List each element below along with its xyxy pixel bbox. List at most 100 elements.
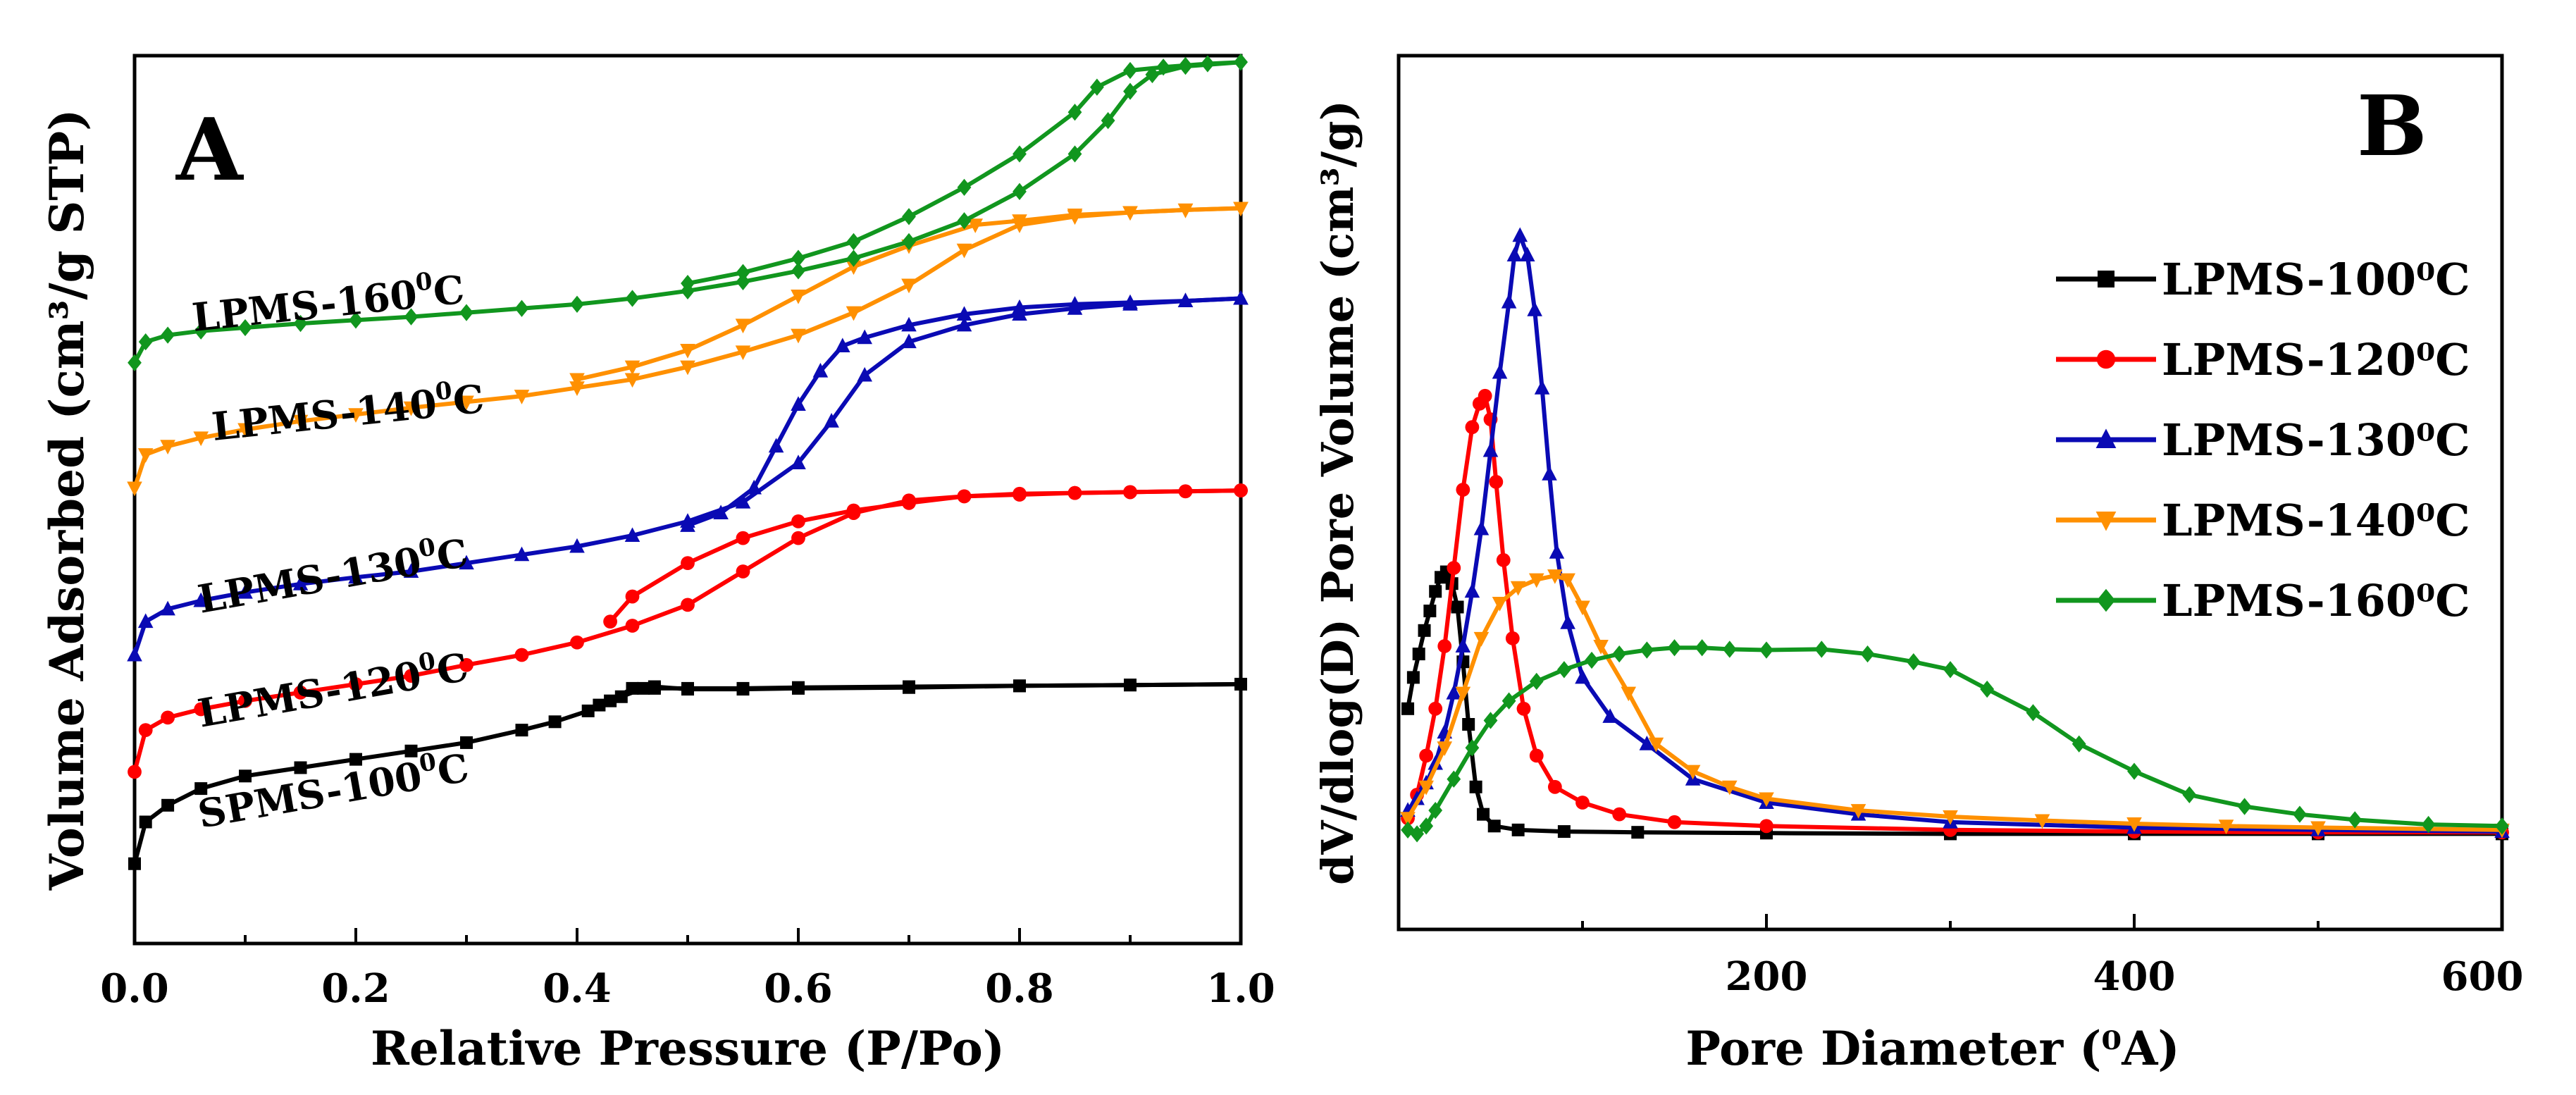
data-point — [846, 306, 862, 321]
data-point — [1465, 739, 1480, 757]
data-point — [857, 329, 872, 345]
panel-a-label-s140: LPMS-1400C — [209, 373, 486, 450]
adsorption-branch — [127, 202, 1249, 497]
data-point — [1621, 686, 1637, 702]
data-point — [792, 681, 805, 694]
data-point — [680, 360, 695, 376]
data-point — [957, 212, 972, 230]
data-point — [1722, 780, 1738, 796]
legend-label: LPMS-100⁰C — [2162, 254, 2470, 305]
data-point — [128, 354, 142, 371]
label-name: LPMS-140 — [210, 381, 439, 450]
data-point — [1478, 388, 1492, 403]
data-point — [1549, 544, 1565, 559]
data-point — [1401, 821, 1415, 839]
data-point — [459, 395, 474, 411]
legend-label: LPMS-140⁰C — [2162, 495, 2470, 546]
data-point — [1492, 596, 1508, 612]
data-point — [2495, 817, 2509, 835]
panel-b-legend: LPMS-100⁰C LPMS-120⁰C LPMS-130⁰C LPMS-140⁰C… — [2056, 254, 2470, 626]
data-point — [1122, 206, 1138, 221]
data-point — [348, 408, 364, 423]
data-point — [403, 401, 419, 416]
data-point — [791, 454, 806, 469]
data-point — [1451, 600, 1464, 614]
data-point — [1510, 581, 1526, 596]
data-point — [139, 815, 152, 829]
data-point — [1759, 819, 1773, 834]
data-point — [791, 531, 805, 545]
data-point — [1528, 573, 1544, 588]
data-point — [570, 295, 584, 313]
legend-marker — [2095, 428, 2117, 448]
desorption-branch-line — [598, 682, 1241, 707]
legend-marker — [2096, 349, 2116, 369]
psd-curve-s130 — [1400, 227, 2510, 839]
label-unit: C — [431, 266, 466, 315]
psd-curve-s140-line — [1406, 574, 2503, 832]
data-point — [1906, 653, 1921, 671]
data-point — [1501, 692, 1516, 710]
isotherm-s100 — [128, 677, 1247, 870]
psd-curve-s130-line — [1406, 233, 2503, 834]
data-point — [1814, 641, 1829, 658]
panel-b-curves — [1400, 227, 2510, 843]
data-point — [736, 273, 750, 290]
data-point — [791, 396, 806, 411]
data-point — [1418, 624, 1431, 637]
data-point — [293, 314, 308, 333]
data-point — [1575, 669, 1590, 684]
x-tick-label: 0.6 — [764, 965, 832, 1012]
data-point — [1177, 292, 1194, 308]
data-point — [1489, 475, 1504, 489]
data-point — [957, 489, 972, 504]
legend-label: LPMS-160⁰C — [2162, 575, 2470, 626]
label-unit: C — [433, 643, 471, 694]
label-name: LPMS-120 — [194, 652, 425, 736]
data-point — [1648, 737, 1664, 753]
legend-label: LPMS-120⁰C — [2162, 334, 2470, 385]
legend-item: LPMS-120⁰C — [2056, 334, 2470, 385]
data-point — [514, 546, 530, 562]
data-point — [1850, 804, 1866, 819]
data-point — [238, 318, 252, 337]
data-point — [348, 569, 364, 584]
data-point — [138, 333, 153, 351]
data-point — [1547, 569, 1563, 584]
data-point — [1695, 639, 1709, 657]
panel-b-x-ticks — [1581, 914, 2320, 929]
data-point — [901, 278, 917, 294]
data-point — [1667, 639, 1682, 657]
data-point — [902, 208, 916, 225]
data-point — [1419, 817, 1434, 835]
data-point — [127, 646, 142, 662]
data-point — [956, 243, 972, 259]
data-point — [681, 556, 695, 571]
data-point — [1123, 82, 1137, 100]
data-point — [1667, 815, 1682, 829]
data-point — [1447, 561, 1461, 575]
legend-item: LPMS-140⁰C — [2056, 495, 2470, 546]
data-point — [681, 681, 694, 695]
data-point — [459, 657, 473, 672]
data-point — [2034, 814, 2050, 829]
data-point — [2126, 817, 2142, 832]
svg-text:LPMS-1400C: LPMS-1400C — [209, 373, 486, 450]
data-point — [1575, 600, 1590, 616]
data-point — [1464, 583, 1480, 598]
data-point — [1612, 645, 1627, 663]
data-point — [2182, 786, 2197, 804]
data-point — [1759, 641, 1773, 659]
data-point — [570, 635, 584, 650]
data-point — [1013, 145, 1027, 163]
data-point — [548, 715, 562, 729]
data-point — [736, 564, 750, 579]
data-point — [1501, 293, 1517, 309]
data-point — [812, 362, 829, 378]
data-point — [1455, 638, 1471, 652]
data-point — [1437, 741, 1453, 756]
legend-marker — [2096, 588, 2116, 612]
data-point — [137, 613, 154, 629]
data-point — [1429, 585, 1442, 598]
